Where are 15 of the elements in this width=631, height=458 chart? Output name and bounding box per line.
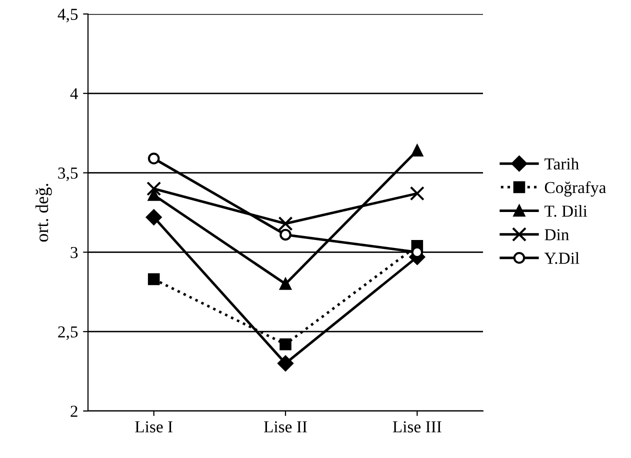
legend-label: Coğrafya [544, 181, 606, 197]
y-axis-title: ort. değ. [35, 184, 52, 242]
y-tick-label: 2 [70, 406, 78, 417]
y-tick-label: 4 [70, 88, 78, 100]
x-tick-label: Lise II [264, 421, 307, 432]
legend-label: T. Dili [544, 205, 588, 217]
y-tick-label: 3 [70, 246, 78, 258]
y-tick-label: 3,5 [58, 168, 78, 182]
y-tick-label: 2,5 [58, 326, 78, 340]
y-tick-label: 4,5 [58, 8, 78, 22]
legend-label: Y.Dil [544, 252, 580, 264]
x-tick-label: Lise III [392, 421, 442, 432]
x-tick-label: Lise I [135, 421, 172, 432]
legend-label: Din [544, 229, 569, 240]
legend-label: Tarih [544, 158, 579, 170]
